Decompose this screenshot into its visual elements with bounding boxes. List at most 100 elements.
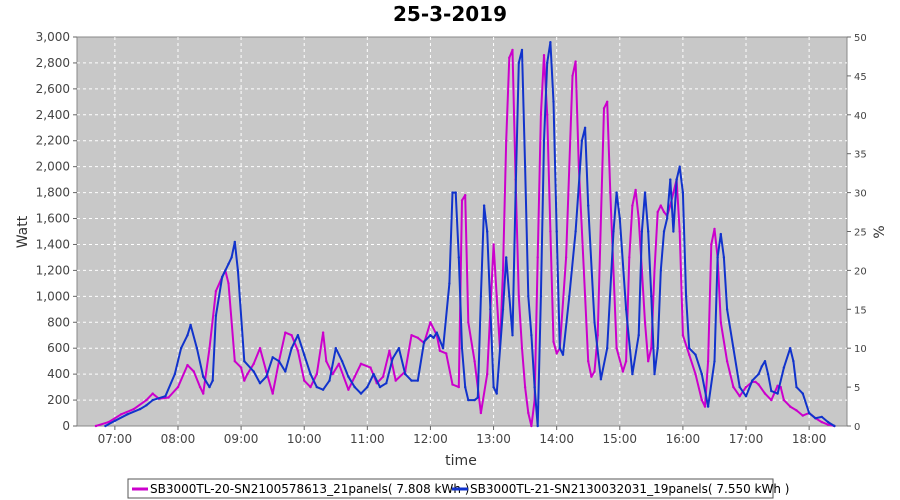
y-tick-label: 1,000: [36, 289, 70, 303]
data-point: [479, 295, 483, 298]
data-point: [167, 396, 170, 399]
data-point: [618, 217, 621, 220]
data-point: [820, 420, 823, 424]
data-point: [290, 347, 293, 350]
data-point: [612, 230, 615, 233]
data-point: [549, 41, 552, 44]
data-point: [321, 388, 325, 391]
data-point: [508, 295, 511, 298]
data-point: [198, 385, 202, 389]
data-point: [716, 256, 719, 259]
data-point: [643, 321, 647, 324]
data-point: [656, 210, 659, 214]
data-point: [650, 295, 653, 298]
data-point: [186, 334, 189, 337]
data-point: [132, 407, 135, 411]
data-point: [757, 372, 760, 376]
data-point: [795, 385, 798, 389]
data-point: [290, 334, 293, 337]
y-axis-ticks: 0 200 400 600 800 1,000 1,200 1,400 1,600 1,800 2,…: [36, 30, 77, 433]
data-point: [438, 349, 442, 352]
data-point: [713, 360, 716, 363]
data-point: [381, 375, 385, 378]
y2-tick-label: 0: [854, 422, 860, 433]
data-point: [460, 199, 464, 202]
data-point: [435, 331, 438, 334]
data-point: [113, 419, 117, 422]
y-axis-label: Watt: [15, 215, 31, 248]
data-point: [186, 363, 189, 367]
data-point: [542, 54, 546, 57]
data-point: [265, 375, 268, 378]
data-point: [530, 334, 533, 337]
data-point: [246, 372, 249, 376]
data-point: [694, 353, 697, 356]
data-point: [372, 372, 375, 376]
data-point: [719, 232, 722, 236]
y-tick-label: 2,600: [36, 82, 70, 96]
data-point: [628, 256, 631, 259]
data-point: [710, 243, 713, 246]
data-point: [221, 275, 224, 279]
x-tick-label: 17:00: [729, 432, 764, 446]
y2-tick-label: 25: [854, 228, 867, 239]
data-point: [353, 375, 356, 378]
y2-tick-label: 15: [854, 305, 867, 316]
data-point: [520, 48, 524, 52]
x-tick-label: 14:00: [539, 432, 574, 446]
data-point: [688, 347, 691, 350]
data-point: [678, 230, 681, 233]
data-point: [138, 407, 142, 411]
legend-label: SB3000TL-21-SN2130032031_19panels( 7.550…: [470, 482, 789, 496]
data-point: [422, 340, 426, 343]
data-point: [776, 384, 779, 387]
data-point: [763, 360, 767, 363]
data-point: [624, 360, 628, 363]
data-point: [315, 372, 318, 376]
y-tick-label: 400: [47, 367, 70, 381]
data-point: [732, 385, 735, 389]
data-point: [631, 372, 634, 376]
chart-title: 25-3-2019: [393, 2, 507, 26]
data-point: [744, 385, 748, 389]
data-point: [653, 372, 656, 376]
data-point: [713, 227, 716, 231]
data-point: [284, 370, 287, 373]
data-point: [353, 385, 356, 389]
data-point: [681, 191, 685, 194]
data-point: [511, 334, 514, 337]
data-point: [703, 405, 707, 408]
y-tick-label: 2,200: [36, 134, 70, 148]
data-point: [552, 340, 555, 343]
data-point: [457, 256, 460, 259]
y-tick-label: 1,400: [36, 237, 70, 251]
series-2: [104, 41, 836, 428]
legend-items: SB3000TL-20-SN2100578613_21panels( 7.808…: [132, 482, 789, 496]
x-axis-ticks: 07:00 08:00 09:00 10:00 11:00 12:00 13:00 14:00…: [98, 426, 826, 446]
data-point: [258, 347, 262, 350]
data-point: [776, 392, 779, 395]
data-point: [464, 385, 467, 389]
data-point: [662, 210, 666, 214]
data-point: [615, 347, 618, 350]
x-tick-label: 08:00: [161, 432, 196, 446]
data-point: [662, 230, 666, 233]
data-point: [725, 308, 729, 311]
data-point: [722, 256, 726, 259]
data-point: [706, 405, 710, 408]
data-point: [492, 385, 495, 389]
data-point: [631, 204, 634, 207]
data-point: [208, 347, 211, 350]
data-point: [533, 385, 536, 389]
data-point: [359, 362, 363, 365]
legend: [127, 478, 774, 499]
data-point: [527, 295, 530, 298]
data-point: [596, 334, 599, 337]
data-point: [451, 383, 454, 386]
data-point: [173, 372, 176, 376]
data-point: [549, 230, 552, 233]
data-point: [315, 385, 318, 389]
data-point: [719, 321, 722, 324]
data-point: [546, 61, 549, 65]
data-point: [429, 334, 432, 337]
